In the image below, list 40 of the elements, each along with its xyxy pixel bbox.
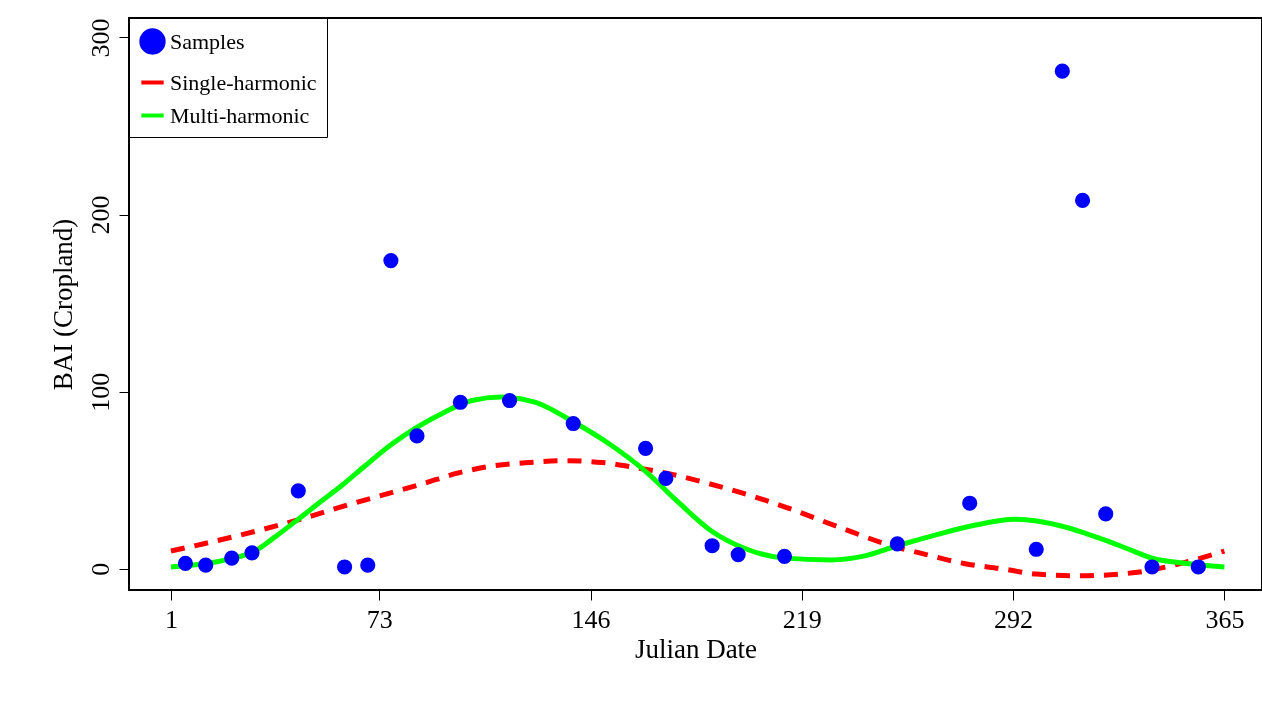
point (1028, 541, 1044, 557)
legend-label: Samples (170, 28, 245, 54)
x-tick-label: 365 (1205, 604, 1245, 634)
y-tick-label: 200 (85, 195, 115, 235)
point (360, 557, 376, 573)
point (1074, 192, 1091, 208)
point (224, 550, 240, 566)
point (565, 415, 581, 432)
x-tick-label: 1 (164, 604, 178, 634)
point (1190, 559, 1206, 575)
x-tick-label: 219 (782, 604, 822, 634)
point (730, 547, 746, 563)
point (776, 548, 793, 564)
y-tick-label: 300 (85, 18, 115, 58)
point (290, 483, 306, 499)
x-axis-title: Julian Date (634, 633, 758, 664)
point (704, 538, 720, 554)
x-tick-label: 73 (366, 604, 393, 634)
point (889, 536, 905, 552)
point (1144, 559, 1160, 575)
point (244, 545, 260, 561)
y-axis-title: BAI (Cropland) (47, 218, 78, 391)
point (383, 253, 399, 269)
point (658, 470, 674, 486)
point (337, 559, 353, 575)
y-tick-label: 0 (85, 562, 115, 576)
point (177, 555, 194, 571)
point (409, 428, 425, 444)
point (198, 557, 214, 573)
legend-label: Multi-harmonic (170, 102, 310, 128)
x-tick-label: 292 (994, 604, 1034, 634)
point (1098, 506, 1114, 522)
y-tick-label: 100 (85, 372, 115, 412)
point (962, 495, 978, 511)
x-tick-label: 146 (571, 604, 611, 634)
point (638, 440, 654, 456)
point (452, 394, 468, 410)
legend-label: Single-harmonic (170, 69, 317, 95)
point (1054, 63, 1070, 79)
point (501, 392, 518, 409)
